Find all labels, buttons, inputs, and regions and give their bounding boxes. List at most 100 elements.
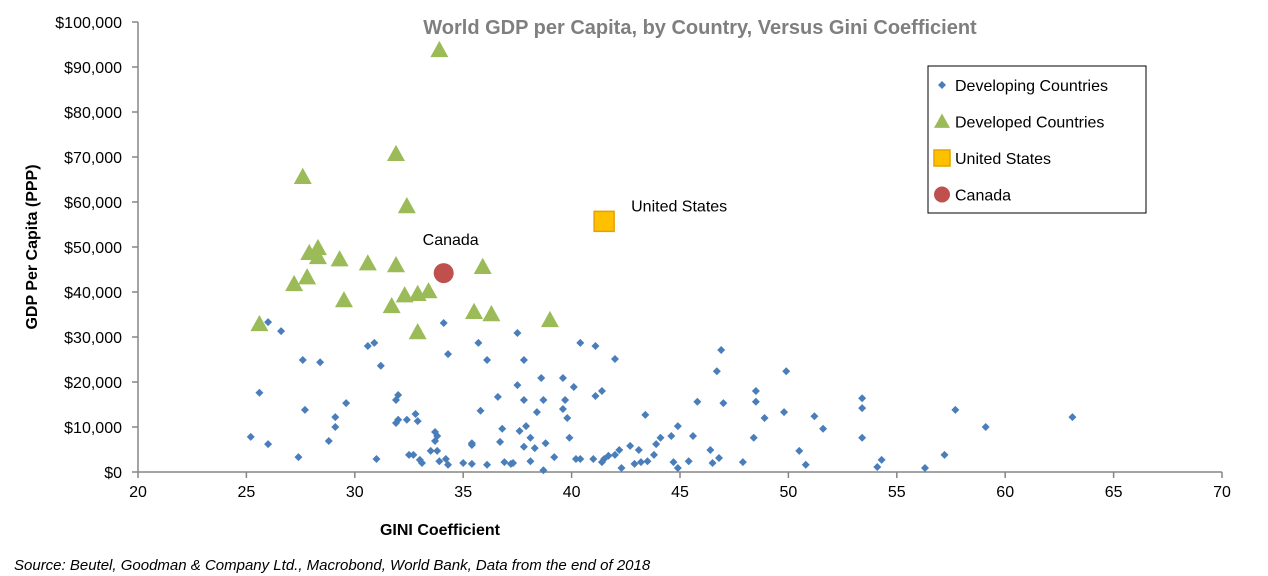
developing-countries-point <box>641 410 650 419</box>
developing-countries-point <box>565 433 574 442</box>
developing-countries-point <box>795 446 804 455</box>
developing-countries-point <box>402 415 411 424</box>
developing-countries-point <box>519 442 528 451</box>
developing-countries-point <box>615 445 624 454</box>
developing-countries-point <box>656 433 665 442</box>
developing-countries-point <box>370 338 379 347</box>
developing-countries-point <box>561 396 570 404</box>
developing-countries-point <box>689 432 698 440</box>
x-tick-label: 50 <box>780 484 798 501</box>
developed-countries-point <box>308 247 327 265</box>
developing-countries-point <box>719 399 728 408</box>
developed-countries-point <box>482 305 501 322</box>
developed-countries-point <box>334 291 353 308</box>
legend-united-states-marker <box>933 149 951 167</box>
developing-countries-point <box>715 454 724 463</box>
developing-countries-point <box>372 454 381 463</box>
developing-countries-point <box>433 432 442 440</box>
developing-countries-point <box>526 433 535 442</box>
developing-countries-point <box>610 450 619 459</box>
developing-countries-point <box>519 355 528 364</box>
developing-countries-point <box>526 457 535 466</box>
developing-countries-point <box>496 437 505 446</box>
developing-countries-point <box>693 397 702 406</box>
developing-countries-point <box>519 396 528 404</box>
developed-countries-point <box>250 314 269 332</box>
developing-countries-point <box>467 459 476 468</box>
developing-countries-point <box>515 427 524 436</box>
developing-countries-point <box>391 396 400 404</box>
developing-countries-point <box>591 342 600 350</box>
developing-countries-point <box>920 463 929 472</box>
x-tick-label: 25 <box>238 484 256 501</box>
x-tick-label: 65 <box>1105 484 1123 501</box>
developing-countries-point <box>819 424 828 433</box>
x-tick-label: 45 <box>671 484 689 501</box>
chart-title: World GDP per Capita, by Country, Versus… <box>423 17 977 39</box>
developing-countries-point <box>940 450 949 459</box>
developing-countries-point <box>530 444 539 453</box>
developing-countries-point <box>298 355 307 364</box>
developing-countries-point <box>439 319 448 328</box>
developed-countries-point <box>382 296 401 314</box>
legend-developing-countries-label: Developing Countries <box>955 78 1108 95</box>
developing-countries-point <box>246 432 255 441</box>
united-states-data-label: United States <box>631 198 727 215</box>
developing-countries-point <box>394 415 403 424</box>
x-tick-label: 70 <box>1213 484 1231 501</box>
developing-countries-point <box>569 382 578 391</box>
developing-countries-point <box>331 423 340 431</box>
x-tick-label: 20 <box>129 484 147 501</box>
developing-countries-point <box>669 458 678 467</box>
developing-countries-point <box>459 459 468 467</box>
developing-countries-point <box>981 423 990 431</box>
x-tick-label: 30 <box>346 484 364 501</box>
developing-countries-point <box>576 454 585 463</box>
developing-countries-point <box>576 338 585 347</box>
developing-countries-point <box>294 453 303 462</box>
x-axis-title: GINI Coefficient <box>380 522 501 539</box>
developing-countries-point <box>483 460 492 469</box>
legend-developed-countries-label: Developed Countries <box>955 115 1104 132</box>
developed-countries-point <box>540 310 559 328</box>
developing-countries-point <box>810 412 819 421</box>
developing-countries-point <box>411 409 420 418</box>
developing-countries-point <box>509 459 518 467</box>
developing-countries-point <box>476 406 485 415</box>
x-tick-label: 55 <box>888 484 906 501</box>
developing-countries-point <box>441 454 450 463</box>
developing-countries-point <box>405 450 413 459</box>
canada-point <box>433 263 454 284</box>
developing-countries-point <box>589 454 598 463</box>
developing-countries-point <box>571 454 580 463</box>
developing-countries-point <box>636 458 645 467</box>
y-tick-label: $20,000 <box>64 375 122 392</box>
developing-countries-point <box>316 358 325 367</box>
developing-countries-point <box>558 373 567 382</box>
developing-countries-point <box>801 460 810 469</box>
developing-countries-point <box>539 396 548 404</box>
developing-countries-point <box>264 318 273 327</box>
developing-countries-point <box>649 450 658 459</box>
developing-countries-point <box>493 392 502 401</box>
y-tick-label: $100,000 <box>55 15 122 32</box>
x-tick-label: 60 <box>996 484 1014 501</box>
developed-countries-point <box>465 302 484 319</box>
developing-countries-point <box>426 446 435 455</box>
developing-countries-point <box>409 450 418 459</box>
y-tick-label: $10,000 <box>64 420 122 437</box>
developing-countries-point <box>500 458 509 467</box>
developing-countries-point <box>877 455 886 464</box>
developing-countries-point <box>433 446 442 455</box>
developing-countries-point <box>277 327 286 336</box>
developing-countries-point <box>435 457 444 466</box>
developing-countries-point <box>563 414 572 422</box>
developing-countries-point <box>255 388 264 397</box>
legend: Developing Countries Developed Countries U… <box>927 65 1147 214</box>
developing-countries-point <box>684 457 693 466</box>
x-tick-label: 40 <box>563 484 581 501</box>
developing-countries-point <box>626 441 635 450</box>
y-tick-label: $80,000 <box>64 105 122 122</box>
developing-countries-point <box>474 338 483 347</box>
